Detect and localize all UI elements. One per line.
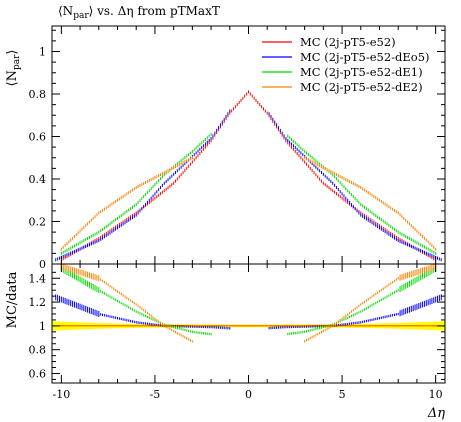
series-1 xyxy=(60,90,437,262)
ratio-y-tick-label: 0.6 xyxy=(29,367,47,380)
data-layer xyxy=(52,90,445,343)
y-tick-label: 0.4 xyxy=(29,173,47,186)
x-axis-label: Δη xyxy=(427,406,445,421)
ratio-y-tick-label: 1.4 xyxy=(29,272,47,285)
y-tick-label: 0.6 xyxy=(29,131,47,144)
series-3 xyxy=(60,132,437,336)
y-tick-label: 1 xyxy=(39,46,46,59)
axes-layer: 0 0.2 0.4 0.6 0.8 1 0.6 0.8 1 1.2 1.4 -10 -5 0 5 10 xyxy=(29,25,446,401)
x-tick-label: 5 xyxy=(339,388,346,401)
y-tick-label: 0.2 xyxy=(29,216,47,229)
x-tick-label: 0 xyxy=(245,388,252,401)
chart-title: ⟨Npar⟩ vs. Δη from pTMaxT xyxy=(58,4,220,21)
ratio-y-tick-label: 0.8 xyxy=(29,344,47,357)
legend-label: MC (2j-pT5-e52-dE1) xyxy=(300,65,423,79)
ratio-y-tick-label: 1 xyxy=(39,320,46,333)
x-tick-label: 10 xyxy=(429,388,443,401)
y-tick-label: 0 xyxy=(39,258,46,271)
y-axis-label: ⟨Npar⟩ xyxy=(5,50,22,87)
legend-label: MC (2j-pT5-e52-dE2) xyxy=(300,80,423,94)
legend: MC (2j-pT5-e52)MC (2j-pT5-e52-dEo5)MC (2… xyxy=(262,35,430,94)
x-tick-label: -5 xyxy=(150,388,161,401)
legend-label: MC (2j-pT5-e52) xyxy=(300,35,396,49)
y-tick-label: 0.8 xyxy=(29,88,47,101)
series-5 xyxy=(304,156,437,343)
ratio-y-axis-label: MC/data xyxy=(5,271,20,328)
series-2 xyxy=(55,109,442,330)
ratio-y-tick-label: 1.2 xyxy=(29,296,47,309)
x-tick-label: -10 xyxy=(52,388,70,401)
legend-label: MC (2j-pT5-e52-dEo5) xyxy=(300,50,430,64)
series-4 xyxy=(60,156,193,343)
